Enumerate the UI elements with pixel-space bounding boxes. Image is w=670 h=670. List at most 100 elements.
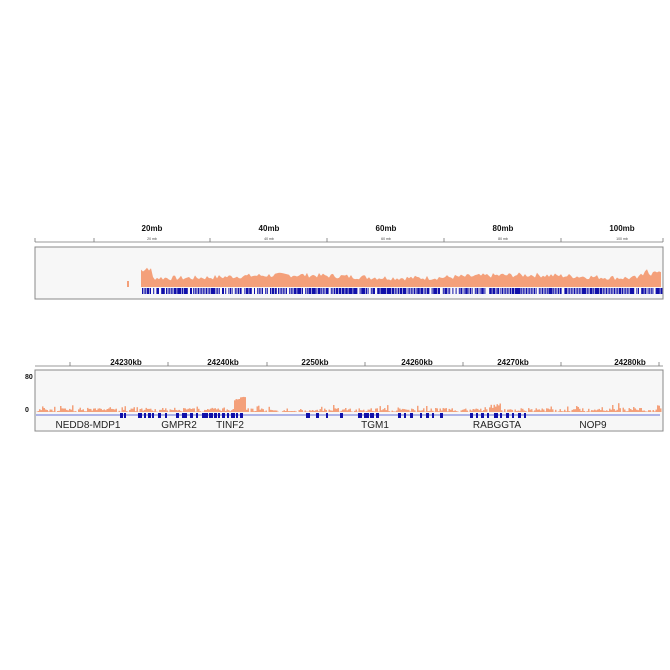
genome-feature-bar: [630, 288, 632, 294]
tick-label-80mb: 80mb: [493, 224, 514, 233]
gene-exon: [196, 413, 198, 418]
genome-feature-bar: [522, 288, 524, 294]
locus-coverage-bar: [243, 396, 245, 412]
gene-exon: [440, 413, 443, 418]
genome-feature-bar: [506, 288, 508, 294]
gene-label-nedd8-mdp1[interactable]: NEDD8-MDP1: [55, 420, 120, 431]
gene-label-rabggta[interactable]: RABGGTA: [473, 420, 521, 431]
genome-feature-bar: [623, 288, 625, 294]
genome-feature-bar: [244, 288, 246, 294]
genome-feature-bar: [494, 288, 495, 294]
locus-coverage-bar: [583, 411, 585, 412]
locus-coverage-bar: [183, 408, 185, 412]
genome-feature-bar: [572, 288, 574, 294]
locus-coverage-bar: [196, 406, 198, 412]
locus-coverage-bar: [358, 408, 360, 412]
genome-feature-bar: [578, 288, 580, 294]
locus-coverage-bar: [262, 409, 264, 412]
locus-coverage-bar: [580, 410, 582, 412]
gene-exon: [182, 413, 187, 418]
locus-coverage-bar: [316, 409, 318, 412]
locus-coverage-bar: [564, 409, 566, 412]
genome-feature-bar: [433, 288, 436, 294]
locus-coverage-bar: [591, 410, 593, 412]
gene-exon: [158, 413, 161, 418]
gene-exon: [410, 413, 413, 418]
genome-feature-bar: [596, 288, 599, 294]
locus-coverage-bar: [322, 410, 324, 412]
locus-coverage-bar: [555, 409, 557, 412]
locus-coverage-bar: [405, 409, 407, 412]
locus-coverage-bar: [100, 408, 102, 412]
genome-feature-bar: [452, 288, 454, 294]
gene-exon: [138, 413, 142, 418]
genome-feature-bar: [266, 288, 268, 294]
locus-coverage-bar: [66, 409, 68, 412]
genome-feature-bar: [594, 288, 597, 294]
locus-coverage-bar: [429, 410, 431, 412]
genome-feature-bar: [434, 288, 437, 294]
locus-coverage-bar: [256, 406, 258, 412]
genome-feature-bar: [174, 288, 176, 294]
locus-coverage-bar: [259, 409, 261, 412]
locus-coverage-bar: [561, 411, 563, 412]
locus-coverage-bar: [123, 409, 125, 412]
genome-feature-bar: [346, 288, 348, 294]
genome-feature-bar: [526, 288, 527, 294]
gene-exon: [487, 413, 489, 418]
genome-feature-bar: [588, 288, 590, 294]
locus-coverage-bar: [333, 405, 335, 412]
genome-feature-bar: [354, 288, 357, 294]
locus-coverage-bar: [504, 409, 506, 412]
gene-exon: [432, 413, 434, 418]
locus-coverage-bar: [265, 410, 267, 412]
genome-feature-bar: [292, 288, 294, 294]
locus-coverage-bar: [607, 411, 609, 412]
locus-coverage-bar: [118, 410, 120, 412]
gene-exon: [165, 413, 167, 418]
locus-coverage-bar: [498, 405, 500, 412]
locus-coverage-bar: [627, 411, 629, 412]
locus-coverage-bar: [298, 410, 300, 412]
genome-feature-bar: [471, 288, 473, 294]
tick-label-24230kb: 24230kb: [110, 358, 142, 367]
locus-coverage-bar: [573, 409, 575, 412]
gene-label-tinf2[interactable]: TINF2: [216, 420, 244, 431]
genome-feature-bar: [162, 288, 165, 294]
genome-feature-bar: [190, 288, 192, 294]
gene-label-tgm1[interactable]: TGM1: [361, 420, 389, 431]
locus-coverage-bar: [421, 410, 423, 412]
locus-coverage-bar: [594, 409, 596, 412]
locus-coverage-bar: [94, 408, 96, 412]
locus-coverage-bar: [342, 409, 344, 412]
genome-feature-bar: [458, 288, 460, 294]
locus-coverage-bar: [276, 410, 278, 412]
locus-coverage-bar: [622, 407, 624, 412]
locus-coverage-bar: [91, 410, 93, 412]
genome-feature-bar: [225, 288, 227, 294]
genome-feature-bar: [446, 288, 447, 294]
genome-feature-bar: [330, 288, 332, 294]
tick-label-24280kb: 24280kb: [614, 358, 646, 367]
locus-coverage-bar: [640, 408, 642, 412]
locus-coverage-bar: [642, 410, 644, 412]
locus-coverage-bar: [288, 411, 290, 412]
genome-feature-bar: [217, 288, 219, 294]
locus-coverage-bar: [574, 409, 576, 412]
gene-label-nop9[interactable]: NOP9: [579, 420, 607, 431]
locus-coverage-bar: [220, 410, 222, 412]
locus-coverage-bar: [114, 409, 116, 412]
genome-feature-bar: [321, 288, 323, 294]
locus-coverage-bar: [72, 405, 74, 412]
gene-label-gmpr2[interactable]: GMPR2: [161, 420, 197, 431]
locus-coverage-bar: [160, 409, 162, 412]
locus-coverage-bar: [346, 410, 348, 412]
locus-coverage-bar: [301, 410, 303, 412]
locus-coverage-bar: [532, 411, 534, 412]
genome-feature-bar: [396, 288, 398, 294]
locus-coverage-bar: [417, 405, 419, 412]
genome-feature-bar: [574, 288, 575, 294]
locus-coverage-bar: [231, 410, 233, 412]
genome-feature-bar: [170, 288, 172, 294]
locus-coverage-bar: [469, 409, 471, 412]
